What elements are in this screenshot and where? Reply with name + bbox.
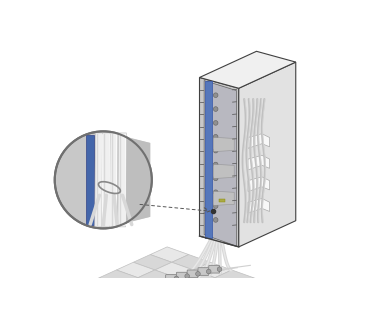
Polygon shape xyxy=(213,192,234,205)
Polygon shape xyxy=(99,270,138,285)
Polygon shape xyxy=(111,133,150,227)
Polygon shape xyxy=(280,293,318,309)
Polygon shape xyxy=(92,309,130,312)
Bar xyxy=(219,199,225,202)
Polygon shape xyxy=(130,309,169,312)
Circle shape xyxy=(174,276,179,281)
Polygon shape xyxy=(116,262,155,278)
Polygon shape xyxy=(237,278,275,293)
Polygon shape xyxy=(126,293,164,309)
Polygon shape xyxy=(186,301,224,312)
Circle shape xyxy=(213,190,218,194)
Polygon shape xyxy=(82,278,121,293)
Polygon shape xyxy=(176,270,215,285)
Polygon shape xyxy=(204,80,237,246)
Circle shape xyxy=(213,148,218,153)
Polygon shape xyxy=(159,278,198,293)
Polygon shape xyxy=(202,293,241,309)
Polygon shape xyxy=(213,138,234,151)
Circle shape xyxy=(213,176,218,181)
Polygon shape xyxy=(138,270,176,285)
Polygon shape xyxy=(87,293,126,309)
Polygon shape xyxy=(107,133,150,227)
FancyBboxPatch shape xyxy=(166,275,176,282)
Circle shape xyxy=(213,218,218,222)
Polygon shape xyxy=(49,293,87,309)
Polygon shape xyxy=(207,309,246,312)
Polygon shape xyxy=(198,278,237,293)
Polygon shape xyxy=(169,309,207,312)
Circle shape xyxy=(213,162,218,167)
Polygon shape xyxy=(102,133,110,227)
Polygon shape xyxy=(241,293,280,309)
Polygon shape xyxy=(142,285,181,301)
Polygon shape xyxy=(155,262,194,278)
Polygon shape xyxy=(121,278,159,293)
FancyBboxPatch shape xyxy=(209,266,219,273)
Polygon shape xyxy=(248,134,270,148)
Polygon shape xyxy=(224,301,262,312)
Polygon shape xyxy=(215,270,254,285)
Polygon shape xyxy=(118,133,126,227)
FancyBboxPatch shape xyxy=(176,272,187,280)
Polygon shape xyxy=(248,155,270,170)
Polygon shape xyxy=(262,301,301,312)
Circle shape xyxy=(213,134,218,139)
Circle shape xyxy=(185,274,189,278)
Polygon shape xyxy=(66,285,104,301)
Polygon shape xyxy=(110,133,118,227)
Circle shape xyxy=(213,93,218,97)
Polygon shape xyxy=(200,77,239,247)
Polygon shape xyxy=(181,285,219,301)
FancyBboxPatch shape xyxy=(198,268,209,275)
Polygon shape xyxy=(219,285,258,301)
Polygon shape xyxy=(213,164,234,178)
Polygon shape xyxy=(109,301,147,312)
Circle shape xyxy=(55,131,152,228)
Polygon shape xyxy=(147,301,186,312)
Circle shape xyxy=(206,269,211,274)
FancyBboxPatch shape xyxy=(187,270,198,278)
Circle shape xyxy=(213,204,218,208)
Circle shape xyxy=(217,267,222,271)
Polygon shape xyxy=(70,301,109,312)
Polygon shape xyxy=(194,262,232,278)
Circle shape xyxy=(196,271,200,276)
Polygon shape xyxy=(205,80,212,238)
Polygon shape xyxy=(239,62,296,247)
Polygon shape xyxy=(133,255,172,270)
Polygon shape xyxy=(164,293,202,309)
Polygon shape xyxy=(150,247,189,262)
Polygon shape xyxy=(200,51,296,88)
Polygon shape xyxy=(248,198,270,213)
Polygon shape xyxy=(95,133,103,227)
Polygon shape xyxy=(172,255,210,270)
Polygon shape xyxy=(258,285,297,301)
Polygon shape xyxy=(248,177,270,192)
Polygon shape xyxy=(246,309,284,312)
Circle shape xyxy=(213,121,218,125)
Polygon shape xyxy=(86,135,94,225)
Circle shape xyxy=(213,107,218,111)
Polygon shape xyxy=(104,285,142,301)
